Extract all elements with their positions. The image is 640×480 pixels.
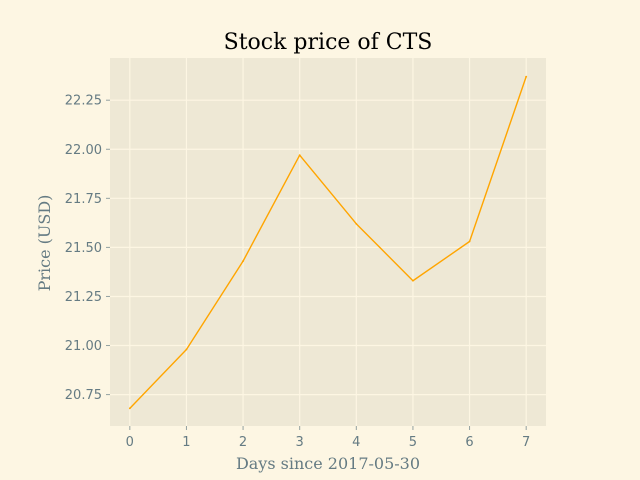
data-point [468, 240, 471, 243]
x-tick-label: 3 [296, 435, 304, 450]
x-tick-label: 4 [352, 435, 360, 450]
data-point [242, 260, 244, 263]
data-point [298, 154, 301, 157]
data-point [355, 222, 358, 225]
x-axis-label: Days since 2017-05-30 [236, 454, 420, 473]
y-tick-label: 22.25 [65, 94, 102, 109]
x-tick-label: 2 [239, 435, 247, 450]
data-point [412, 279, 414, 282]
series-group [128, 75, 528, 410]
y-tick-label: 20.75 [65, 388, 102, 403]
y-tick-label: 21.00 [65, 339, 102, 354]
data-point [185, 348, 188, 351]
x-tick-label: 0 [126, 435, 134, 450]
y-tick-label: 21.75 [65, 192, 102, 207]
y-tick-label: 22.00 [65, 143, 102, 158]
y-tick-label: 21.25 [65, 290, 102, 305]
data-point [525, 75, 528, 78]
y-axis-ticks: 20.75 21.00 21.25 21.50 21.75 22.00 22.25 [65, 94, 110, 403]
x-tick-label: 1 [182, 435, 190, 450]
x-tick-label: 5 [409, 435, 417, 450]
series-line [129, 76, 527, 409]
chart-title: Stock price of CTS [224, 30, 433, 55]
x-tick-label: 7 [522, 435, 530, 450]
data-point [128, 407, 131, 410]
plot-area [110, 58, 546, 426]
grid-lines [110, 58, 546, 426]
x-tick-label: 6 [465, 435, 473, 450]
x-axis-ticks: 0 1 2 3 4 5 6 7 [126, 426, 530, 450]
y-tick-label: 21.50 [65, 241, 102, 256]
y-axis-label: Price (USD) [35, 195, 54, 292]
